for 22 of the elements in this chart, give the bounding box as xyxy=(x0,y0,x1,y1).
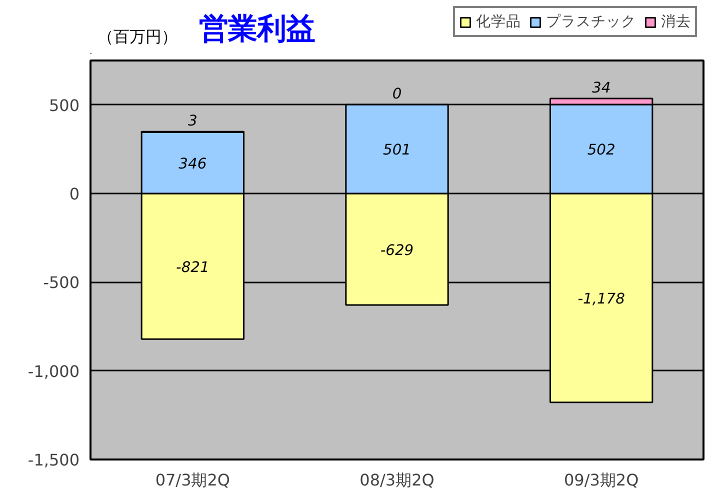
data-label: 346 xyxy=(178,155,207,172)
chart-title: 営業利益 xyxy=(199,12,316,46)
data-label: -821 xyxy=(176,258,210,276)
data-label: -629 xyxy=(380,242,414,259)
legend-label: 化学品 xyxy=(476,12,521,31)
y-tick-label: 0 xyxy=(69,184,80,204)
y-tick-label: -500 xyxy=(43,273,80,292)
legend-label: 消去 xyxy=(661,12,691,31)
text: （百万円） xyxy=(97,27,178,46)
legend-label: プラスチック xyxy=(546,12,636,31)
y-tick-label: -1,000 xyxy=(28,362,80,381)
data-label: 501 xyxy=(383,142,411,159)
data-label: 34 xyxy=(592,79,611,96)
x-tick-label: 09/3期2Q xyxy=(564,470,639,490)
data-label: 502 xyxy=(587,141,616,158)
data-label: -1,178 xyxy=(578,290,625,308)
data-label: 0 xyxy=(392,86,402,103)
data-label: 3 xyxy=(188,112,198,130)
y-tick-label: 500 xyxy=(48,96,80,115)
x-tick-label: 07/3期2Q xyxy=(155,470,230,490)
y-tick-label: -1,500 xyxy=(28,450,80,470)
x-tick-label: 08/3期2Q xyxy=(360,470,434,490)
